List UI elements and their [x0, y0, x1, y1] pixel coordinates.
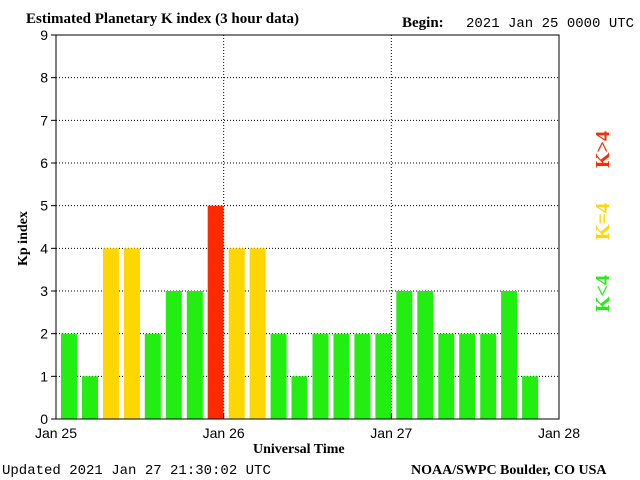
kp-bar: [522, 376, 539, 419]
y-axis-ticks: 0 1 2 3 4 5 6 7 8 9: [40, 27, 56, 427]
kp-bar: [417, 291, 434, 419]
y-tick-label: 8: [40, 70, 48, 86]
kp-bar: [144, 333, 161, 419]
kp-bar: [186, 291, 203, 419]
x-axis-label: Universal Time: [253, 442, 345, 457]
kp-bar: [354, 333, 371, 419]
y-tick-label: 0: [40, 411, 48, 427]
y-tick-label: 7: [40, 112, 48, 128]
updated-timestamp: Updated 2021 Jan 27 21:30:02 UTC: [2, 463, 271, 479]
kp-bar: [249, 248, 266, 419]
y-tick-label: 4: [40, 240, 48, 256]
x-tick-label: Jan 26: [203, 425, 245, 441]
kp-bar: [438, 333, 455, 419]
kp-bar: [102, 248, 119, 419]
y-tick-label: 6: [40, 155, 48, 171]
kp-bar: [270, 333, 287, 419]
kp-bar: [123, 248, 140, 419]
kp-bar: [82, 376, 98, 419]
bar-series: [61, 205, 539, 419]
x-axis-ticks: Jan 25 Jan 26 Jan 27 Jan 28: [35, 413, 580, 441]
begin-value: 2021 Jan 25 0000 UTC: [466, 16, 634, 32]
kp-bar: [312, 333, 329, 419]
credit-text: NOAA/SWPC Boulder, CO USA: [411, 463, 607, 478]
kp-bar: [61, 333, 77, 419]
y-tick-label: 5: [40, 198, 48, 214]
x-tick-label: Jan 28: [538, 425, 580, 441]
chart-title: Estimated Planetary K index (3 hour data…: [26, 11, 299, 27]
plot-frame: [55, 34, 560, 420]
kp-bar: [207, 205, 224, 419]
y-tick-label: 1: [40, 368, 48, 384]
kp-bar: [501, 291, 518, 419]
key-less-label: K<4: [592, 275, 614, 312]
x-tick-label: Jan 27: [370, 425, 412, 441]
kp-bar: [480, 333, 497, 419]
key-equal-label: K=4: [592, 203, 614, 240]
kp-bar: [333, 333, 350, 419]
kp-bar: [228, 248, 245, 419]
y-axis-label: Kp index: [16, 211, 31, 266]
kp-bar: [396, 291, 413, 419]
kp-bar: [165, 291, 182, 419]
kp-bar: [459, 333, 476, 419]
x-tick-label: Jan 25: [35, 425, 77, 441]
kp-bar: [291, 376, 308, 419]
key-greater-label: K>4: [592, 131, 614, 168]
y-tick-label: 3: [40, 283, 48, 299]
y-tick-label: 9: [40, 27, 48, 43]
y-tick-label: 2: [40, 326, 48, 342]
kp-bar: [375, 333, 392, 419]
begin-label: Begin:: [402, 15, 444, 31]
